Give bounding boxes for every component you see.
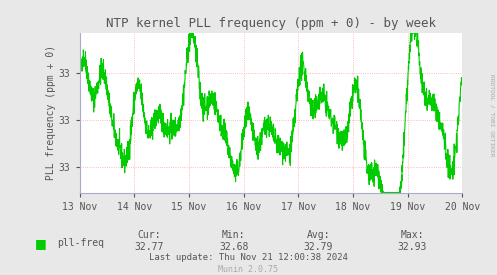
Text: 32.68: 32.68 [219, 242, 248, 252]
Text: Min:: Min: [222, 230, 246, 240]
Text: 32.77: 32.77 [134, 242, 164, 252]
Text: RRDTOOL / TOBI OETIKER: RRDTOOL / TOBI OETIKER [490, 74, 495, 157]
Title: NTP kernel PLL frequency (ppm + 0) - by week: NTP kernel PLL frequency (ppm + 0) - by … [106, 17, 436, 31]
Text: Avg:: Avg: [306, 230, 330, 240]
Text: 32.93: 32.93 [398, 242, 427, 252]
Text: Cur:: Cur: [137, 230, 161, 240]
Text: ■: ■ [35, 237, 47, 250]
Text: Munin 2.0.75: Munin 2.0.75 [219, 265, 278, 274]
Text: Max:: Max: [401, 230, 424, 240]
Text: pll-freq: pll-freq [57, 238, 104, 248]
Text: 32.79: 32.79 [303, 242, 333, 252]
Text: Last update: Thu Nov 21 12:00:38 2024: Last update: Thu Nov 21 12:00:38 2024 [149, 253, 348, 262]
Y-axis label: PLL frequency (ppm + 0): PLL frequency (ppm + 0) [46, 45, 56, 180]
